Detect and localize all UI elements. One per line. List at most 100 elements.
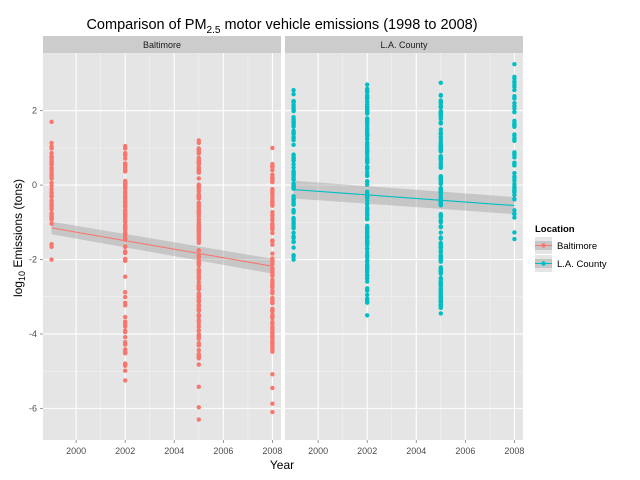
data-point bbox=[291, 245, 296, 250]
data-point bbox=[196, 328, 202, 333]
data-point bbox=[196, 307, 202, 312]
data-point bbox=[49, 244, 54, 250]
data-point bbox=[512, 215, 517, 220]
trend-line bbox=[293, 189, 515, 207]
data-point bbox=[122, 156, 128, 161]
data-point bbox=[270, 238, 275, 244]
data-point bbox=[364, 153, 370, 158]
data-point bbox=[196, 176, 202, 181]
data-point bbox=[438, 191, 444, 197]
data-point bbox=[364, 264, 370, 270]
data-point bbox=[364, 156, 370, 161]
data-point bbox=[270, 314, 275, 319]
data-point bbox=[364, 125, 370, 131]
data-point bbox=[196, 303, 202, 309]
data-point bbox=[364, 190, 370, 196]
data-point bbox=[438, 80, 444, 85]
data-point bbox=[122, 324, 128, 329]
data-point bbox=[364, 195, 370, 200]
data-point bbox=[122, 153, 128, 158]
data-point bbox=[512, 100, 517, 106]
data-point bbox=[364, 132, 370, 138]
data-point bbox=[364, 198, 370, 203]
x-tick-label: 2000 bbox=[66, 446, 86, 456]
data-point bbox=[196, 194, 202, 199]
data-point bbox=[49, 154, 54, 160]
data-point bbox=[364, 160, 370, 165]
data-point bbox=[196, 221, 202, 227]
x-tick-label: 2004 bbox=[406, 446, 426, 456]
x-tick-label: 2006 bbox=[213, 446, 233, 456]
data-point bbox=[364, 173, 370, 179]
data-point bbox=[364, 257, 370, 263]
data-point bbox=[270, 330, 275, 335]
data-point bbox=[196, 253, 202, 258]
data-point bbox=[438, 305, 444, 310]
x-tick-label: 2000 bbox=[308, 446, 328, 456]
data-point bbox=[364, 165, 370, 170]
data-point bbox=[270, 261, 275, 266]
data-point bbox=[364, 272, 370, 278]
data-point bbox=[122, 378, 128, 383]
data-point bbox=[196, 312, 202, 318]
data-point bbox=[196, 146, 202, 151]
data-point bbox=[364, 243, 370, 248]
data-point bbox=[49, 119, 54, 125]
data-point bbox=[512, 122, 517, 128]
data-point bbox=[196, 321, 202, 326]
data-point bbox=[196, 295, 202, 300]
data-point bbox=[364, 250, 370, 255]
data-point bbox=[270, 197, 275, 203]
data-point bbox=[196, 209, 202, 215]
data-point bbox=[364, 300, 370, 305]
data-point bbox=[438, 127, 444, 132]
x-tick-label: 2006 bbox=[455, 446, 475, 456]
data-point bbox=[270, 218, 275, 223]
data-point bbox=[512, 79, 517, 84]
data-point bbox=[122, 217, 128, 223]
data-point bbox=[196, 229, 202, 234]
data-point bbox=[512, 189, 517, 195]
data-point bbox=[512, 118, 517, 124]
data-point bbox=[438, 130, 444, 135]
data-point bbox=[196, 384, 202, 389]
data-point bbox=[122, 244, 128, 250]
data-point bbox=[196, 166, 202, 171]
data-point bbox=[196, 170, 202, 175]
data-point bbox=[122, 210, 128, 215]
data-point bbox=[122, 162, 128, 168]
data-point bbox=[438, 111, 444, 116]
data-point bbox=[438, 311, 444, 316]
data-point bbox=[196, 269, 202, 275]
data-point bbox=[270, 186, 275, 192]
data-point bbox=[122, 342, 128, 347]
data-point bbox=[291, 124, 296, 129]
data-point bbox=[122, 294, 128, 300]
data-point bbox=[438, 253, 444, 259]
data-point bbox=[122, 329, 128, 335]
data-point bbox=[122, 250, 128, 256]
data-point bbox=[270, 226, 275, 231]
data-point bbox=[438, 163, 444, 169]
data-point bbox=[364, 313, 370, 318]
data-point bbox=[196, 140, 202, 146]
data-point bbox=[438, 218, 444, 223]
data-point bbox=[512, 106, 517, 111]
data-point bbox=[122, 300, 128, 306]
data-point bbox=[270, 230, 275, 236]
data-point bbox=[291, 142, 296, 147]
data-point bbox=[270, 242, 275, 247]
x-tick-label: 2008 bbox=[504, 446, 524, 456]
x-tick-label: 2002 bbox=[357, 446, 377, 456]
data-point bbox=[49, 206, 54, 212]
data-point bbox=[512, 236, 517, 242]
data-point bbox=[49, 150, 54, 156]
data-point bbox=[438, 294, 444, 299]
data-point bbox=[364, 169, 370, 175]
data-point bbox=[291, 131, 296, 137]
data-point bbox=[196, 248, 202, 253]
data-point bbox=[49, 144, 54, 149]
y-tick-label: 0 bbox=[32, 180, 37, 190]
data-point bbox=[438, 271, 444, 276]
